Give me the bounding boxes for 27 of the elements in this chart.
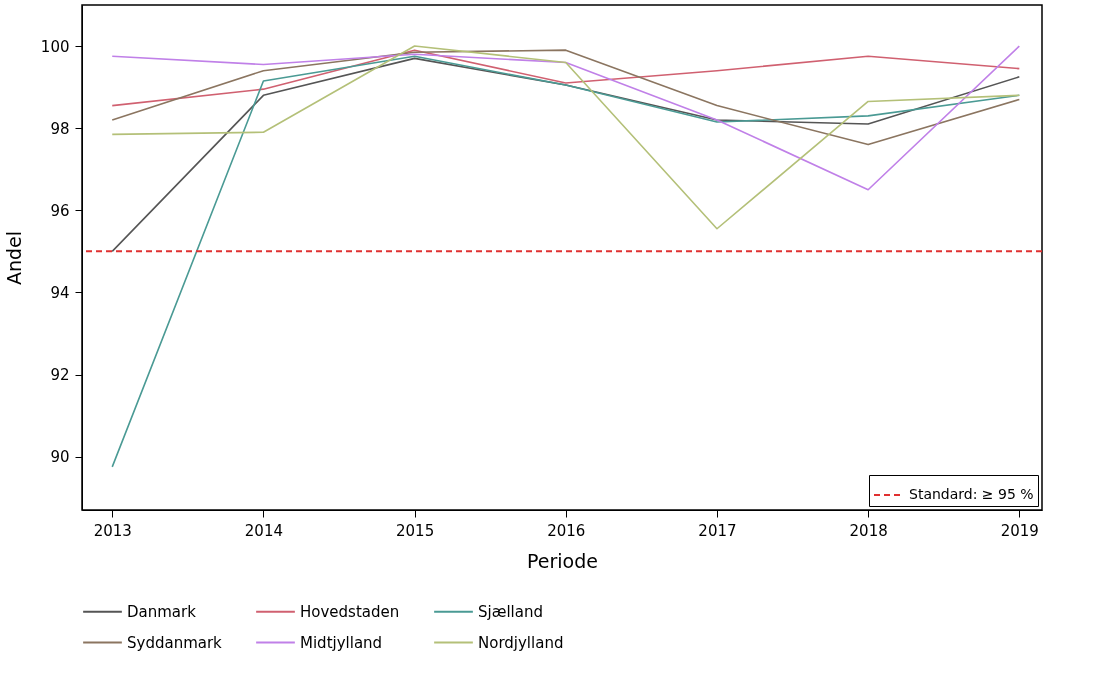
legend-label: Midtjylland [300, 633, 383, 652]
line-series [111, 57, 1021, 253]
legend-label: Hovedstaden [300, 602, 400, 621]
x-tick-label: 2016 [547, 521, 586, 540]
legend-label: Standard: ≥ 95 % [909, 486, 1034, 502]
line-series [111, 45, 1021, 230]
legend-label: Sjælland [478, 602, 543, 621]
line-series [111, 45, 1021, 191]
x-axis-title: Periode [527, 549, 598, 572]
legend-label: Danmark [127, 602, 197, 621]
y-tick-label: 98 [50, 119, 70, 138]
line-series [111, 49, 1021, 146]
y-tick-label: 100 [40, 37, 70, 56]
legend-label: Nordjylland [478, 633, 564, 652]
y-tick-label: 92 [50, 366, 70, 385]
x-tick-label: 2019 [1000, 521, 1039, 540]
legend-label: Syddanmark [127, 633, 223, 652]
y-axis-title: Andel [2, 230, 25, 286]
x-tick-label: 2018 [849, 521, 888, 540]
x-tick-label: 2013 [93, 521, 132, 540]
x-tick-label: 2015 [396, 521, 435, 540]
y-tick-label: 90 [50, 448, 70, 467]
x-tick-label: 2017 [698, 521, 737, 540]
y-tick-label: 96 [50, 201, 70, 220]
line-series [111, 49, 1021, 107]
y-tick-label: 94 [50, 283, 70, 302]
x-tick-label: 2014 [244, 521, 284, 540]
